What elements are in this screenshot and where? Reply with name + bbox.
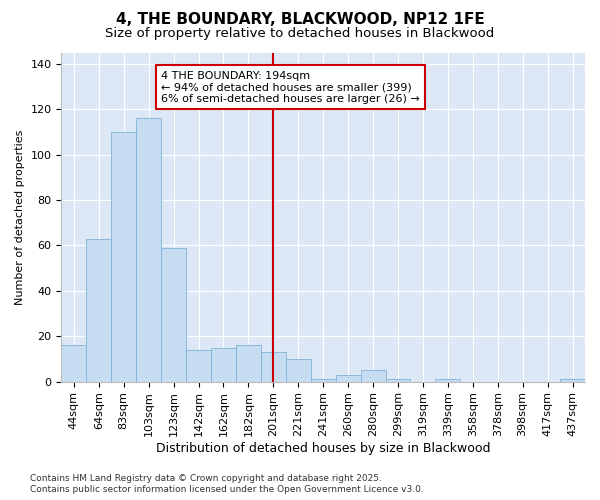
Text: Size of property relative to detached houses in Blackwood: Size of property relative to detached ho… <box>106 28 494 40</box>
Bar <box>286 359 311 382</box>
Bar <box>211 348 236 382</box>
Bar <box>86 238 111 382</box>
Bar <box>261 352 286 382</box>
Text: 4, THE BOUNDARY, BLACKWOOD, NP12 1FE: 4, THE BOUNDARY, BLACKWOOD, NP12 1FE <box>116 12 484 28</box>
Bar <box>436 380 460 382</box>
Bar <box>61 346 86 382</box>
Bar <box>361 370 386 382</box>
Bar <box>560 380 585 382</box>
Y-axis label: Number of detached properties: Number of detached properties <box>15 130 25 304</box>
Text: 4 THE BOUNDARY: 194sqm
← 94% of detached houses are smaller (399)
6% of semi-det: 4 THE BOUNDARY: 194sqm ← 94% of detached… <box>161 70 420 104</box>
Bar <box>111 132 136 382</box>
Bar <box>236 346 261 382</box>
Bar <box>335 375 361 382</box>
Bar <box>186 350 211 382</box>
Text: Contains HM Land Registry data © Crown copyright and database right 2025.
Contai: Contains HM Land Registry data © Crown c… <box>30 474 424 494</box>
Bar <box>311 380 335 382</box>
Bar <box>386 380 410 382</box>
Bar <box>161 248 186 382</box>
X-axis label: Distribution of detached houses by size in Blackwood: Distribution of detached houses by size … <box>156 442 490 455</box>
Bar <box>136 118 161 382</box>
